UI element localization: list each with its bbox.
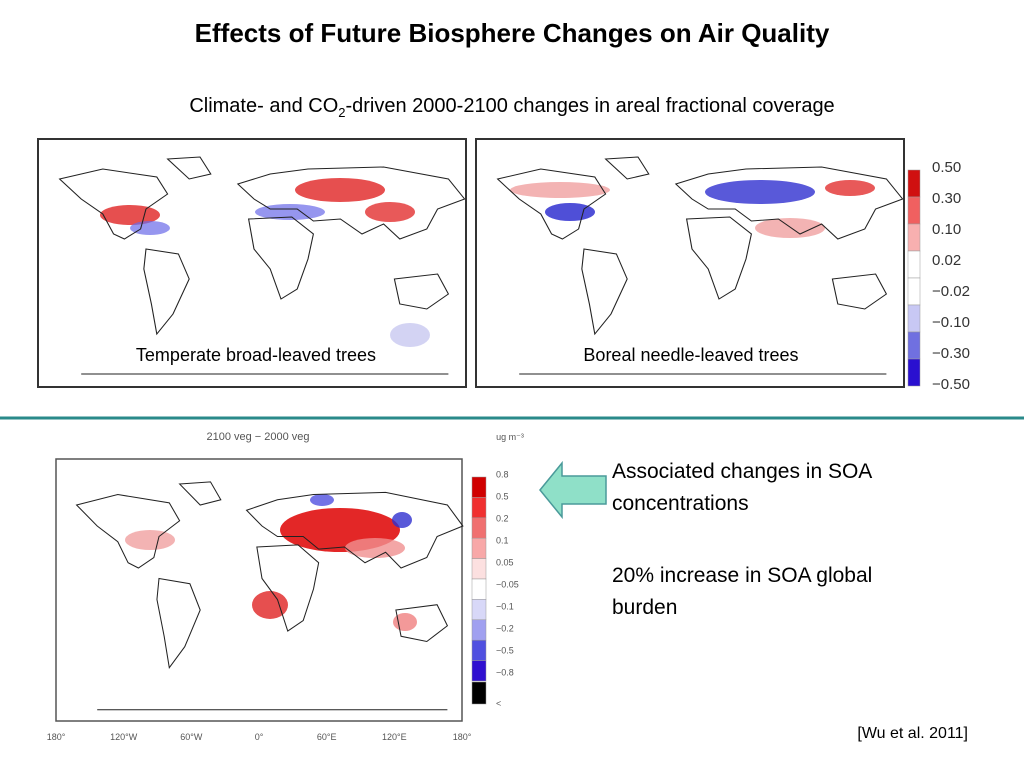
colorbar-label: 0.1: [496, 535, 509, 545]
colorbar-label: −0.5: [496, 645, 514, 655]
x-axis-label: 120°E: [382, 732, 407, 742]
colorbar-label: 0.05: [496, 557, 514, 567]
x-axis-label: 60°E: [317, 732, 337, 742]
colorbar-label: 0.5: [496, 491, 509, 501]
colorbar-cell: [471, 517, 487, 539]
colorbar-label: 0.2: [496, 513, 509, 523]
colorbar-cell: [471, 619, 487, 641]
unit-label: ug m⁻³: [496, 432, 524, 442]
x-axis-labels: 180° 120°W 60°W 0° 60°E 120°E 180°: [47, 732, 472, 742]
x-axis-label: 120°W: [110, 732, 138, 742]
map-label: Temperate broad-leaved trees: [136, 345, 376, 365]
colorbar-cell: [907, 331, 921, 360]
map-panel: [55, 458, 464, 722]
map-title: 2100 veg − 2000 veg: [206, 431, 309, 443]
colorbar-label: −0.1: [496, 601, 514, 611]
subtitle: Climate- and CO2-driven 2000-2100 change…: [189, 95, 834, 120]
colorbar: 0.8 0.5 0.2 0.1 0.05 −0.05 −0.1 −0.2 −0.5 −0.8 <: [471, 469, 519, 708]
colorbar-label: <: [496, 698, 501, 708]
colorbar-cell: [907, 304, 921, 333]
colorbar-label: 0.50: [932, 159, 961, 176]
x-axis-label: 180°: [47, 732, 66, 742]
colorbar-label: −0.05: [496, 579, 519, 589]
colorbar-cell: [471, 599, 487, 621]
colorbar-cell: [471, 578, 487, 600]
colorbar-cell: [471, 537, 487, 559]
colorbar-cell: [471, 639, 487, 661]
colorbar-cell: [907, 223, 921, 252]
colorbar-cell: [471, 497, 487, 519]
colorbar-cell: [907, 169, 921, 198]
colorbar-label: −0.2: [496, 623, 514, 633]
colorbar-label: −0.8: [496, 667, 514, 677]
colorbar-cell: [907, 250, 921, 279]
colorbar-label: −0.10: [932, 314, 970, 331]
x-axis-label: 180°: [453, 732, 472, 742]
note: Associated changes in SOA concentrations: [612, 460, 872, 515]
colorbar-label: −0.50: [932, 376, 970, 393]
arrow: [539, 460, 607, 520]
colorbar: 0.50 0.30 0.10 0.02 −0.02 −0.10 −0.30 −0.50: [907, 159, 970, 393]
colorbar-cell: [471, 681, 487, 705]
map-panel: [37, 138, 467, 388]
colorbar-label: 0.10: [932, 221, 961, 238]
colorbar-cell: [907, 196, 921, 225]
map-label: Boreal needle-leaved trees: [583, 345, 798, 365]
x-axis-label: 60°W: [180, 732, 203, 742]
colorbar-cell: [907, 358, 921, 387]
note: 20% increase in SOA global burden: [612, 564, 873, 619]
colorbar-label: −0.02: [932, 283, 970, 300]
colorbar-cell: [471, 558, 487, 580]
citation: [Wu et al. 2011]: [857, 725, 968, 742]
colorbar-label: 0.8: [496, 469, 509, 479]
colorbar-cell: [907, 277, 921, 306]
map-panel: [475, 138, 905, 388]
colorbar-label: −0.30: [932, 345, 970, 362]
subtitle-text: Climate- and CO: [189, 95, 338, 117]
subtitle-subscript: 2: [338, 105, 345, 120]
x-axis-label: 0°: [255, 732, 264, 742]
colorbar-label: 0.02: [932, 252, 961, 269]
colorbar-label: 0.30: [932, 190, 961, 207]
colorbar-cell: [471, 660, 487, 682]
subtitle-text: -driven 2000-2100 changes in areal fract…: [345, 95, 834, 117]
colorbar-cell: [471, 476, 487, 498]
title: Effects of Future Biosphere Changes on A…: [195, 18, 830, 48]
